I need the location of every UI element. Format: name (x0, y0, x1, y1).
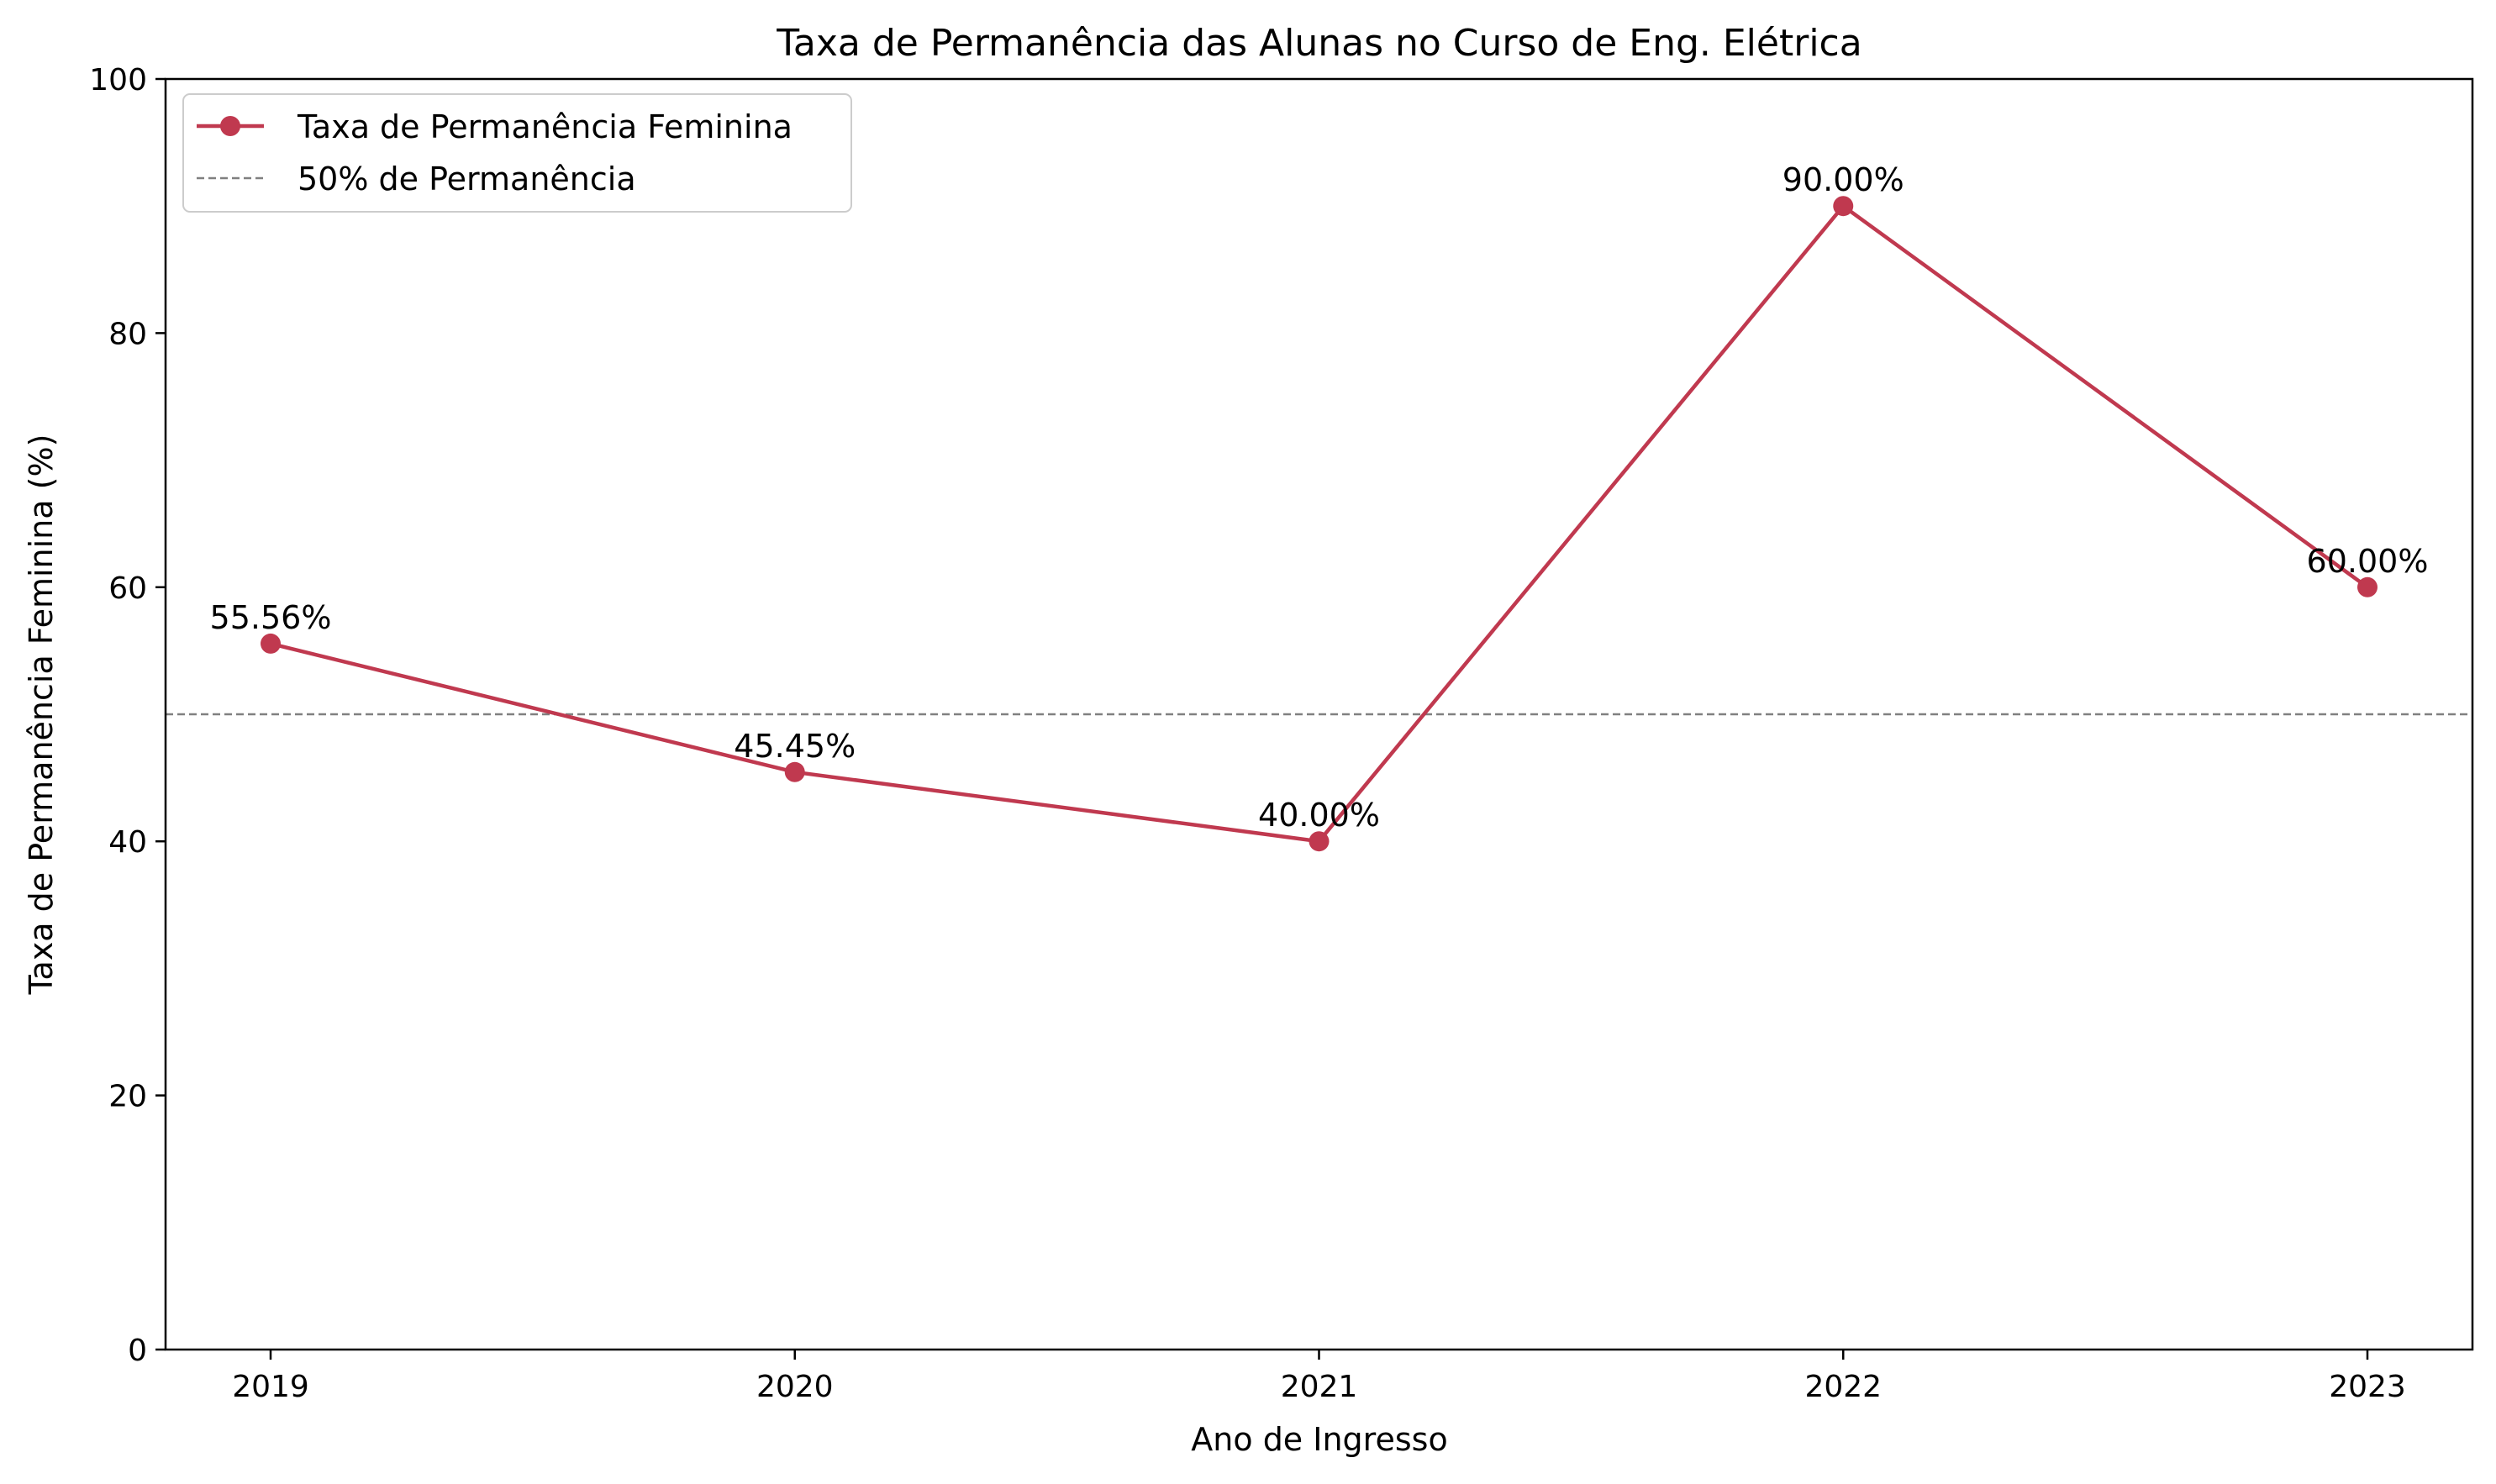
legend-box (182, 93, 852, 213)
data-label: 45.45% (734, 728, 856, 765)
data-label: 90.00% (1782, 161, 1904, 198)
y-tick-label: 100 (89, 63, 147, 97)
legend-series-marker-icon (220, 116, 240, 136)
y-tick-label: 80 (108, 317, 147, 351)
x-tick-label: 2022 (1804, 1370, 1882, 1404)
x-tick-label: 2023 (2329, 1370, 2406, 1404)
data-point (784, 761, 805, 782)
data-point (1833, 196, 1854, 217)
data-point (1309, 831, 1330, 852)
y-tick-label: 60 (108, 571, 147, 606)
legend-reference-label: 50% de Permanência (298, 161, 636, 197)
plot-area: 55.56% 45.45% 40.00% 90.00% 60.00% (164, 77, 2474, 1351)
y-tick-label: 20 (108, 1080, 147, 1114)
x-tick-label: 2020 (756, 1370, 834, 1404)
data-point (2357, 576, 2378, 597)
y-tick-label: 40 (108, 825, 147, 860)
x-axis-label: Ano de Ingresso (1191, 1421, 1447, 1458)
data-points (261, 196, 2378, 852)
chart-title: Taxa de Permanência das Alunas no Curso … (776, 22, 1861, 65)
legend: Taxa de Permanência Feminina 50% de Perm… (182, 93, 852, 213)
data-label: 60.00% (2307, 543, 2429, 580)
x-axis: 2019 2020 2021 2022 2023 (232, 1350, 2406, 1404)
data-point (261, 633, 281, 654)
y-tick-label: 0 (128, 1334, 147, 1368)
y-axis: 0 20 40 60 80 100 (89, 63, 166, 1368)
x-tick-label: 2021 (1281, 1370, 1358, 1404)
y-axis-label: Taxa de Permanência Feminina (%) (23, 434, 60, 996)
legend-series-label: Taxa de Permanência Feminina (297, 108, 793, 145)
series-line (270, 203, 2369, 844)
data-label: 40.00% (1258, 797, 1380, 834)
data-labels: 55.56% 45.45% 40.00% 90.00% 60.00% (210, 161, 2429, 834)
data-label: 55.56% (210, 599, 332, 636)
x-tick-label: 2019 (232, 1370, 309, 1404)
